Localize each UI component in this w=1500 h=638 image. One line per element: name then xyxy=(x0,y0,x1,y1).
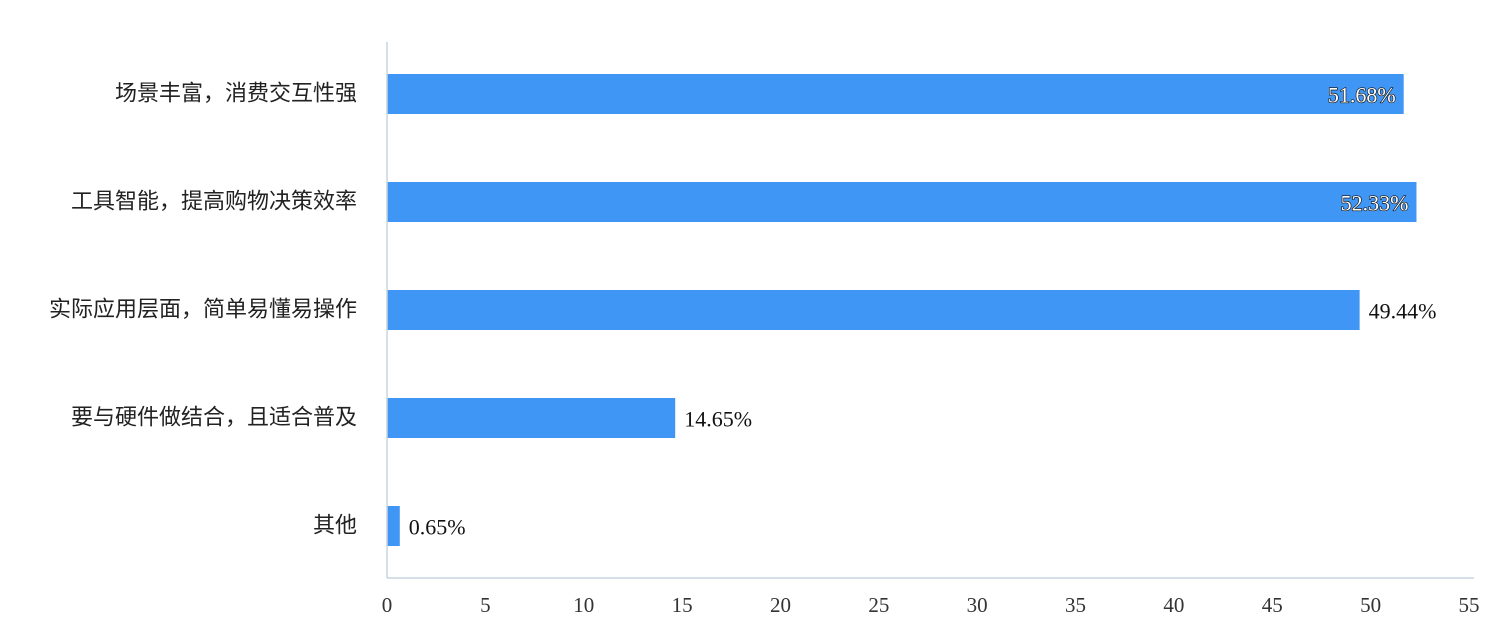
x-tick-label: 55 xyxy=(1459,593,1480,617)
data-label: 0.65% xyxy=(409,515,466,540)
bar-0 xyxy=(387,74,1404,114)
x-tick-label: 10 xyxy=(573,593,594,617)
x-tick-labels: 0 5 10 15 20 25 30 35 40 45 50 55 xyxy=(382,593,1480,617)
data-label: 14.65% xyxy=(684,407,752,432)
x-tick-label: 0 xyxy=(382,593,393,617)
x-tick-label: 45 xyxy=(1262,593,1283,617)
category-label: 实际应用层面，简单易懂易操作 xyxy=(49,298,357,323)
x-tick-label: 5 xyxy=(480,593,491,617)
x-tick-label: 15 xyxy=(672,593,693,617)
bar-1 xyxy=(387,182,1417,222)
data-label: 51.68% xyxy=(1328,83,1396,108)
x-tick-label: 25 xyxy=(868,593,889,617)
category-label: 要与硬件做结合，且适合普及 xyxy=(71,406,357,431)
value-labels: 51.68% 52.33% 49.44% 14.65% 0.65% xyxy=(409,82,1437,540)
category-labels: 场景丰富，消费交互性强工具智能，提高购物决策效率实际应用层面，简单易懂易操作要与… xyxy=(49,82,357,539)
data-label: 52.33% xyxy=(1341,191,1409,216)
category-label: 其他 xyxy=(313,514,357,539)
x-tick-label: 35 xyxy=(1065,593,1086,617)
data-label: 49.44% xyxy=(1369,299,1437,324)
x-tick-label: 30 xyxy=(967,593,988,617)
x-tick-label: 40 xyxy=(1163,593,1184,617)
bar-3 xyxy=(387,398,676,438)
bar-4 xyxy=(387,506,400,546)
bars-group xyxy=(387,74,1417,546)
category-label: 场景丰富，消费交互性强 xyxy=(115,82,357,107)
x-tick-label: 50 xyxy=(1360,593,1381,617)
bar-2 xyxy=(387,290,1360,330)
category-label: 工具智能，提高购物决策效率 xyxy=(71,190,357,215)
x-tick-label: 20 xyxy=(770,593,791,617)
